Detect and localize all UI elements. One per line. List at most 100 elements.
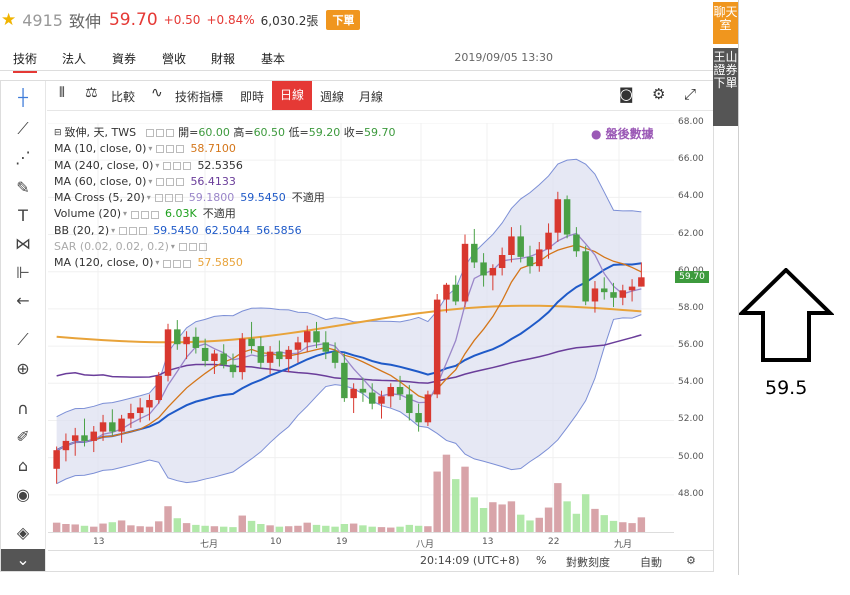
crosshair-icon[interactable]: ┼	[18, 88, 28, 107]
magnet-icon[interactable]: ∩	[17, 399, 29, 418]
y-tick-label: 56.00	[678, 340, 704, 351]
settings-icon[interactable]	[141, 210, 150, 219]
footer-gear-icon[interactable]: ⚙	[686, 554, 696, 567]
zoom-in-icon[interactable]: ⊕	[16, 359, 30, 378]
close-icon[interactable]	[174, 194, 183, 203]
dropdown-icon[interactable]: ▾	[170, 242, 175, 252]
fullscreen-icon[interactable]: ⤢	[684, 85, 697, 103]
visibility-icon[interactable]	[156, 145, 165, 154]
collapse-icon[interactable]: ⌄	[1, 549, 45, 571]
log-scale-toggle[interactable]: 對數刻度	[566, 556, 610, 569]
brush-icon[interactable]: ✎	[16, 178, 30, 197]
dropdown-icon[interactable]: ▾	[146, 193, 151, 203]
close-icon[interactable]	[139, 226, 148, 235]
compare-button[interactable]: 比較	[111, 90, 136, 104]
close-icon[interactable]	[151, 210, 160, 219]
visibility-icon[interactable]	[156, 178, 165, 187]
visibility-icon[interactable]	[131, 210, 140, 219]
fib-icon[interactable]: ⋰	[15, 148, 31, 167]
x-tick-label: 10	[270, 537, 282, 547]
auto-scale-toggle[interactable]: 自動	[640, 556, 662, 569]
price-axis[interactable]: 68.00 66.00 64.00 62.00 60.00 58.00 56.00 54.00…	[674, 117, 714, 532]
volume-bar	[489, 502, 497, 532]
order-button[interactable]: 下單	[326, 10, 361, 30]
volume-bar	[396, 526, 404, 532]
eye-icon[interactable]: ◉	[16, 485, 30, 504]
legend-row: BB (20, 2) ▾ 59.5450 62.5044 56.5856	[54, 223, 396, 239]
bb-upper-line	[56, 158, 642, 418]
star-icon[interactable]: ★	[1, 10, 17, 30]
close-icon[interactable]	[183, 161, 192, 170]
tab-basics[interactable]: 基本	[261, 52, 286, 66]
visibility-icon[interactable]	[178, 243, 187, 252]
intraday-button[interactable]: 即時	[240, 90, 265, 104]
settings-icon[interactable]	[156, 129, 165, 138]
close-icon[interactable]	[166, 129, 175, 138]
trend-line-icon[interactable]: ⟋	[17, 119, 29, 138]
tab-institutional[interactable]: 法人	[62, 52, 87, 66]
close-icon[interactable]	[176, 145, 185, 154]
close-icon[interactable]	[176, 178, 185, 187]
pencil-lock-icon[interactable]: ✐	[16, 427, 30, 446]
camera-icon[interactable]: ◙	[619, 85, 634, 103]
settings-icon[interactable]	[173, 259, 182, 268]
settings-icon[interactable]	[129, 226, 138, 235]
tab-financials[interactable]: 財報	[211, 52, 236, 66]
settings-icon[interactable]	[166, 178, 175, 187]
broker-order-button[interactable]: 王山證券下單	[713, 48, 738, 126]
close-icon[interactable]	[198, 243, 207, 252]
candle-body	[127, 413, 135, 419]
legend-row: MA Cross (5, 20) ▾ 59.1800 59.5450 不適用	[54, 190, 396, 206]
pattern-icon[interactable]: ⋈	[15, 234, 31, 253]
after-hours-label[interactable]: ● 盤後數據	[591, 127, 654, 141]
dropdown-icon[interactable]: ▾	[148, 176, 153, 186]
tab-margin[interactable]: 資券	[112, 52, 137, 66]
daily-button[interactable]: 日線	[272, 81, 312, 110]
lock-icon[interactable]: ⌂	[17, 456, 29, 475]
dropdown-icon[interactable]: ▾	[123, 209, 128, 219]
indicator-icon[interactable]: ∿	[151, 85, 163, 101]
visibility-icon[interactable]	[119, 226, 128, 235]
dropdown-icon[interactable]: ▾	[155, 160, 160, 170]
visibility-icon[interactable]	[163, 259, 172, 268]
indicator-value: 56.4133	[190, 174, 236, 188]
chat-room-button[interactable]: 聊天室	[713, 2, 738, 44]
settings-icon[interactable]	[164, 194, 173, 203]
settings-icon[interactable]	[173, 161, 182, 170]
candle-body	[424, 394, 432, 423]
visibility-icon[interactable]	[163, 161, 172, 170]
candle-body	[563, 199, 571, 235]
low-label: 低=	[288, 126, 309, 139]
collapse-legend-icon[interactable]: ⊟	[54, 128, 62, 138]
visibility-icon[interactable]	[154, 194, 163, 203]
y-tick-label: 64.00	[678, 191, 704, 202]
tab-technical[interactable]: 技術	[13, 50, 38, 73]
candle-body	[239, 338, 246, 373]
layers-icon[interactable]: ◈	[16, 523, 30, 542]
monthly-button[interactable]: 月線	[359, 90, 384, 104]
back-arrow-icon[interactable]: ←	[16, 291, 30, 310]
candle-body	[81, 435, 88, 441]
weekly-button[interactable]: 週線	[320, 90, 345, 104]
indicators-button[interactable]: 技術指標	[175, 90, 224, 104]
ruler-icon[interactable]: ⟋	[17, 330, 29, 349]
gear-icon[interactable]: ⚙	[652, 85, 666, 103]
percent-toggle[interactable]: %	[536, 554, 547, 567]
compare-icon[interactable]: ⚖	[85, 85, 98, 101]
settings-icon[interactable]	[166, 145, 175, 154]
settings-icon[interactable]	[188, 243, 197, 252]
volume-bar	[238, 515, 246, 532]
text-tool-icon[interactable]: T	[18, 206, 28, 225]
tab-revenue[interactable]: 營收	[162, 52, 187, 66]
candle-type-icon[interactable]: ⫴	[59, 85, 65, 101]
dropdown-icon[interactable]: ▾	[148, 144, 153, 154]
visibility-icon[interactable]	[146, 129, 155, 138]
volume-bar	[544, 507, 553, 532]
prediction-icon[interactable]: ⊩	[16, 263, 30, 282]
dropdown-icon[interactable]: ▾	[111, 225, 116, 235]
price-chart[interactable]	[48, 123, 674, 532]
dropdown-icon[interactable]: ▾	[155, 258, 160, 268]
open-label: 開=	[178, 126, 199, 139]
time-axis[interactable]: 13 七月 10 19 八月 13 22 九月	[48, 532, 674, 550]
close-icon[interactable]	[183, 259, 192, 268]
